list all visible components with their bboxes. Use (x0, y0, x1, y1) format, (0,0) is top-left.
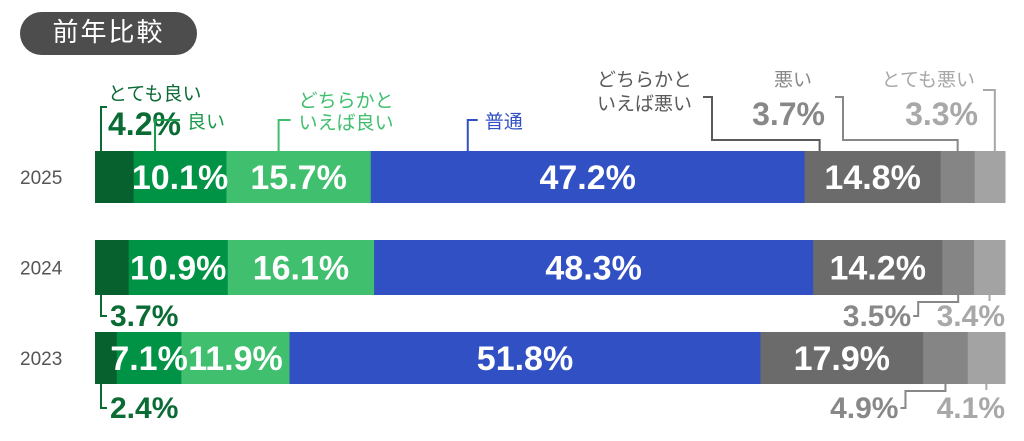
bar-segment-2023-3 (289, 332, 761, 384)
bar-segment-2023-1 (116, 332, 182, 384)
data-label: 14.8% (824, 159, 920, 197)
data-label: 3.7% (752, 96, 825, 132)
bar-segment-2023-0 (95, 332, 118, 384)
bar-segment-2025-0 (95, 151, 135, 203)
bar-segment-2024-4 (813, 240, 943, 295)
bar-segment-2024-3 (374, 240, 814, 295)
bar-segment-2023-4 (760, 332, 924, 384)
leader-line (900, 384, 947, 409)
data-label: 3.4% (937, 300, 1005, 333)
leader-line (703, 96, 821, 151)
bar-segment-2024-2 (227, 240, 375, 295)
bar-segment-2025-4 (804, 151, 942, 203)
leader-line (277, 119, 291, 151)
category-label: どちらかと (597, 69, 692, 91)
leader-line (100, 384, 107, 409)
data-label: 10.9% (130, 250, 226, 288)
data-label: 15.7% (250, 159, 346, 197)
leader-line (835, 96, 959, 151)
year-label: 2024 (20, 259, 63, 280)
leader-line (983, 89, 996, 151)
bar-segment-2025-5 (940, 151, 976, 203)
chart-title: 前年比較 (20, 12, 197, 55)
data-label: 11.9% (188, 340, 283, 378)
bar-segment-2025-1 (133, 151, 227, 203)
data-label: 7.1% (110, 340, 188, 378)
bar-segment-2024-5 (942, 240, 975, 295)
category-label: 良い (187, 111, 225, 133)
leader-line (154, 119, 181, 151)
leader-line (466, 119, 478, 151)
bar-segment-2025-6 (974, 151, 1006, 203)
data-label: 16.1% (253, 250, 349, 288)
category-label: とても悪い (882, 69, 975, 91)
category-label: どちらかと (299, 90, 394, 112)
leader-line (100, 295, 107, 317)
bar-segment-2023-6 (967, 332, 1006, 384)
data-label: 2.4% (110, 392, 178, 425)
bar-segment-2025-3 (370, 151, 806, 203)
category-label: とても良い (108, 83, 201, 105)
bar-segment-2023-5 (923, 332, 969, 384)
category-label: 普通 (485, 111, 523, 133)
bar-segment-2025-2 (226, 151, 372, 203)
data-label: 48.3% (545, 250, 641, 288)
data-label: 3.5% (843, 300, 911, 333)
leader-line (913, 295, 960, 317)
data-label: 51.8% (477, 340, 573, 378)
data-label: 47.2% (539, 159, 635, 197)
data-label: 4.9% (830, 392, 898, 425)
data-label: 3.7% (110, 300, 178, 333)
data-label: 17.9% (794, 340, 890, 378)
year-label: 2025 (20, 168, 62, 189)
category-label: いえば良い (299, 112, 394, 134)
category-label: 悪い (774, 69, 812, 91)
data-label: 14.2% (830, 250, 926, 288)
data-label: 3.3% (905, 96, 978, 132)
data-label: 4.1% (937, 392, 1005, 425)
bar-segment-2024-0 (95, 240, 130, 295)
data-label: 10.1% (132, 159, 228, 197)
year-label: 2023 (20, 349, 62, 370)
leader-line (100, 106, 107, 151)
data-label: 4.2% (108, 106, 181, 142)
category-label: いえば悪い (597, 93, 692, 115)
bar-segment-2023-2 (181, 332, 291, 384)
bar-segment-2024-6 (974, 240, 1006, 295)
bar-segment-2024-1 (128, 240, 229, 295)
